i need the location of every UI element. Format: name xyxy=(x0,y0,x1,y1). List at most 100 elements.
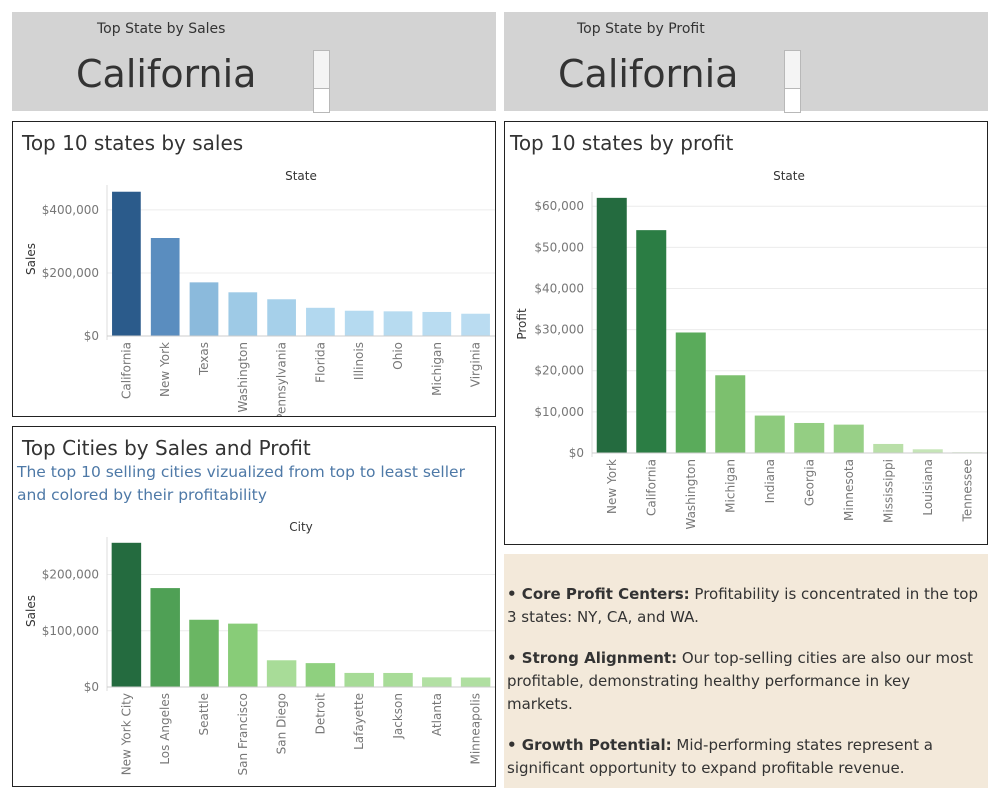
bar[interactable] xyxy=(715,375,746,453)
insight-text: Our top-selling cities are also our most… xyxy=(507,649,973,713)
bar[interactable] xyxy=(636,230,667,453)
kpi-card-top-state-profit: Top State by Profit California xyxy=(504,12,988,113)
bar[interactable] xyxy=(912,449,943,453)
x-tick-label: Detroit xyxy=(313,693,327,735)
insights-panel: • Core Profit Centers: Profitability is … xyxy=(504,554,988,788)
kpi-label: Top State by Profit xyxy=(577,21,705,37)
kpi-label: Top State by Sales xyxy=(97,21,226,37)
x-tick-label: California xyxy=(119,342,133,399)
kpi-scrollbar[interactable] xyxy=(313,50,330,113)
insight-heading: • Strong Alignment: xyxy=(507,649,678,667)
sales-bar-chart: State Sales $0 $200,000 $400,000 California Ne… xyxy=(24,169,495,416)
x-tick-label: Georgia xyxy=(802,459,816,506)
x-tick-label: Texas xyxy=(197,342,211,376)
y-tick-label: $50,000 xyxy=(534,240,584,254)
kpi-value: California xyxy=(76,52,257,96)
x-tick-label: Seattle xyxy=(197,693,211,735)
bar[interactable] xyxy=(422,311,452,336)
x-tick-label: Jackson xyxy=(391,693,405,740)
x-tick-label: Washington xyxy=(684,459,698,530)
x-tick-label: Michigan xyxy=(723,459,737,513)
x-axis-title: State xyxy=(285,169,317,183)
bar[interactable] xyxy=(461,313,490,336)
x-tick-label: San Francisco xyxy=(236,693,250,775)
x-tick-label: Ohio xyxy=(391,342,405,370)
y-tick-label: $10,000 xyxy=(534,405,584,419)
y-tick-label: $100,000 xyxy=(42,624,99,638)
profit-chart-panel: Top 10 states by profit State Profit $0 $10… xyxy=(504,121,988,545)
x-tick-label: Michigan xyxy=(430,342,444,396)
y-axis-title: Sales xyxy=(24,243,38,275)
bar[interactable] xyxy=(150,238,180,336)
y-tick-label: $30,000 xyxy=(534,323,584,337)
bar[interactable] xyxy=(111,542,142,687)
x-tick-label: Minnesota xyxy=(842,459,856,521)
bar[interactable] xyxy=(228,623,258,687)
bar[interactable] xyxy=(305,663,336,687)
x-tick-label: California xyxy=(644,459,658,516)
insight-core-profit-centers: • Core Profit Centers: Profitability is … xyxy=(507,583,985,629)
bar[interactable] xyxy=(266,660,297,687)
x-tick-label: Minneapolis xyxy=(469,693,483,765)
y-tick-label: $20,000 xyxy=(534,364,584,378)
x-tick-label: Mississippi xyxy=(881,459,895,523)
y-tick-label: $0 xyxy=(569,446,584,460)
x-tick-label: Lafayette xyxy=(352,693,366,750)
y-tick-label: $40,000 xyxy=(534,281,584,295)
scrollbar-thumb[interactable] xyxy=(785,88,800,112)
sales-chart-panel: Top 10 states by sales State Sales $0 $200,… xyxy=(12,121,496,417)
bar[interactable] xyxy=(189,619,219,687)
bar[interactable] xyxy=(754,415,785,453)
bar[interactable] xyxy=(150,588,180,687)
x-tick-label: Indiana xyxy=(763,459,777,503)
x-tick-label: New York xyxy=(158,342,172,397)
x-tick-label: Louisiana xyxy=(921,459,935,516)
insight-heading: • Core Profit Centers: xyxy=(507,585,690,603)
x-tick-label: Illinois xyxy=(352,342,366,380)
insight-strong-alignment: • Strong Alignment: Our top-selling citi… xyxy=(507,647,973,716)
x-axis-title: State xyxy=(773,169,805,183)
y-tick-label: $200,000 xyxy=(42,266,99,280)
profit-bar-chart: State Profit $0 $10,000 $20,000 $30,000 $40,00… xyxy=(515,169,987,530)
y-tick-label: $0 xyxy=(84,329,99,343)
cities-bar-chart: City Sales $0 $100,000 $200,000 New York City… xyxy=(24,520,495,775)
kpi-scrollbar[interactable] xyxy=(784,50,801,113)
panel-title: Top 10 states by sales xyxy=(22,131,244,155)
bar[interactable] xyxy=(189,282,219,336)
bar[interactable] xyxy=(344,672,374,687)
bar[interactable] xyxy=(873,443,904,453)
insight-heading: • Growth Potential: xyxy=(507,736,672,754)
bar[interactable] xyxy=(675,332,706,453)
panel-title: Top 10 states by profit xyxy=(510,131,734,155)
bar[interactable] xyxy=(383,311,413,336)
x-axis-title: City xyxy=(289,520,313,534)
x-tick-label: Washington xyxy=(236,342,250,413)
scrollbar-thumb[interactable] xyxy=(314,88,329,112)
bar[interactable] xyxy=(596,197,627,453)
bar[interactable] xyxy=(267,299,296,336)
x-tick-label: New York xyxy=(605,459,619,514)
bar[interactable] xyxy=(833,424,864,453)
y-axis-title: Profit xyxy=(515,308,529,340)
bar[interactable] xyxy=(306,307,335,336)
bar[interactable] xyxy=(112,191,141,336)
x-tick-label: San Diego xyxy=(275,693,289,754)
cities-chart-panel: Top Cities by Sales and Profit The top 1… xyxy=(12,426,496,787)
y-tick-label: $0 xyxy=(84,680,99,694)
bar[interactable] xyxy=(422,677,452,687)
bar[interactable] xyxy=(794,422,825,453)
bar[interactable] xyxy=(460,677,491,687)
x-tick-label: New York City xyxy=(119,693,133,775)
y-tick-label: $400,000 xyxy=(42,203,99,217)
y-tick-label: $200,000 xyxy=(42,568,99,582)
bar[interactable] xyxy=(383,672,413,687)
y-tick-label: $60,000 xyxy=(534,199,584,213)
kpi-value: California xyxy=(558,52,739,96)
kpi-card-top-state-sales: Top State by Sales California xyxy=(12,12,496,113)
x-tick-label: Pennsylvania xyxy=(275,342,289,416)
insight-text: Profitability is concentrated in the top… xyxy=(507,585,979,626)
bar[interactable] xyxy=(344,310,374,336)
bar[interactable] xyxy=(228,292,258,336)
panel-subtitle: The top 10 selling cities vizualized fro… xyxy=(17,463,465,504)
panel-title: Top Cities by Sales and Profit xyxy=(22,436,311,460)
